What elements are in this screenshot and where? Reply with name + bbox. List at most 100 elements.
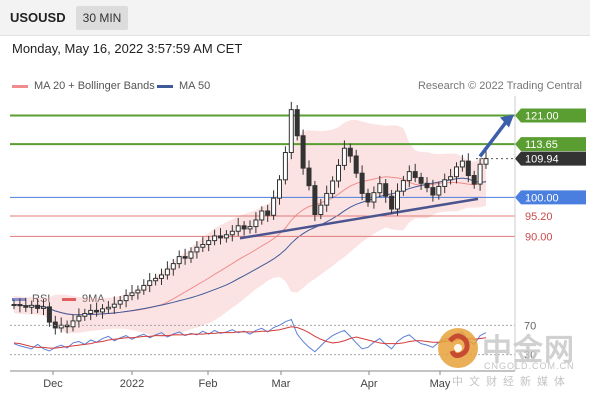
- rsi-series-RSI: [13, 318, 487, 353]
- candle: [76, 308, 82, 328]
- candle: [406, 165, 412, 188]
- research-credit: Research © 2022 Trading Central: [417, 80, 582, 92]
- candle-body: [176, 256, 182, 265]
- candle: [194, 241, 200, 259]
- candle-body: [277, 179, 282, 199]
- candle-body: [17, 304, 23, 307]
- level-label-100.00: 100.00: [525, 192, 559, 204]
- rsi-tick-70: 70: [524, 320, 536, 332]
- candle-body: [353, 155, 359, 174]
- candle: [105, 301, 111, 314]
- candle: [371, 186, 377, 209]
- candle: [412, 163, 418, 183]
- level-tag-bg: [515, 151, 586, 166]
- candle-body: [182, 256, 188, 259]
- candle: [277, 175, 282, 205]
- candle-body: [194, 246, 200, 253]
- candle-body: [135, 289, 141, 294]
- candle: [235, 218, 241, 236]
- candle-body: [35, 304, 41, 309]
- top-bar: USOUSD 30 MIN: [0, 0, 590, 36]
- candle: [212, 229, 218, 246]
- chart-datetime: Monday, May 16, 2022 3:57:59 AM CET: [12, 41, 243, 56]
- candle: [265, 204, 271, 222]
- candle-body: [330, 180, 336, 194]
- watermark-tagline: 中文财经新媒体: [452, 376, 571, 388]
- candle-body: [406, 171, 412, 182]
- candle-body: [170, 263, 176, 270]
- candle-body: [383, 183, 389, 197]
- candle-body: [294, 109, 300, 137]
- candle-body: [141, 284, 147, 291]
- candle: [241, 221, 247, 236]
- candle: [229, 225, 235, 242]
- candle-body: [82, 313, 88, 317]
- candle: [312, 180, 318, 222]
- candle: [341, 140, 347, 171]
- candle: [46, 302, 52, 327]
- candle-body: [241, 225, 247, 230]
- candle-body: [70, 320, 76, 328]
- candle-body: [300, 135, 306, 169]
- candle: [170, 258, 176, 276]
- candle-body: [389, 195, 395, 210]
- level-label-113.65: 113.65: [525, 139, 558, 151]
- candle: [100, 304, 105, 319]
- level-tag-bg: [515, 108, 586, 123]
- candle: [271, 190, 277, 220]
- candle-body: [100, 308, 105, 313]
- watermark: 中金网 CNGOLD.COM.CN 中文财经新媒体: [432, 323, 590, 389]
- candle-body: [218, 235, 223, 239]
- candle-body: [400, 180, 406, 192]
- legend-label-rsi: RSI: [32, 293, 50, 305]
- legend-label-ma50: MA 50: [179, 80, 211, 92]
- candle-body: [324, 192, 330, 206]
- candle-body: [235, 225, 241, 232]
- candle-body: [442, 179, 448, 187]
- candle-body: [412, 171, 418, 178]
- candle-body: [459, 160, 465, 168]
- level-tag-bg: [515, 137, 586, 152]
- watermark-name: 中金网: [482, 334, 575, 367]
- candle: [188, 247, 194, 263]
- candle-body: [418, 176, 424, 184]
- candle: [424, 177, 430, 193]
- candle-body: [247, 226, 253, 230]
- candle: [164, 261, 170, 280]
- candle: [459, 154, 465, 172]
- candle-body: [46, 306, 52, 323]
- candle-body: [229, 230, 235, 236]
- candle-body: [11, 304, 17, 307]
- candle-body: [259, 210, 265, 221]
- uptrend-line: [239, 197, 479, 240]
- candle: [35, 299, 41, 314]
- candle: [88, 304, 94, 321]
- candle: [395, 183, 400, 216]
- candle: [17, 298, 23, 313]
- candle: [253, 212, 259, 234]
- candle-body: [477, 163, 483, 185]
- candle: [70, 314, 76, 332]
- candle: [282, 146, 288, 185]
- candle-body: [206, 240, 212, 246]
- candle-body: [341, 147, 347, 166]
- candle: [153, 273, 159, 286]
- x-tick-label-Dec: Dec: [43, 378, 63, 390]
- candle-body: [395, 190, 400, 210]
- candle-body: [282, 152, 288, 181]
- candle: [377, 175, 383, 198]
- candle: [465, 153, 471, 183]
- timeframe-button[interactable]: 30 MIN: [76, 6, 128, 30]
- candle-body: [265, 210, 271, 216]
- candle: [218, 228, 223, 245]
- watermark-url: CNGOLD.COM.CN: [484, 361, 575, 371]
- symbol-label: USOUSD: [10, 10, 66, 25]
- candle-body: [105, 306, 111, 310]
- projection-arrow: [478, 118, 510, 158]
- rsi-tick-30: 30: [524, 350, 536, 362]
- candle-body: [164, 268, 170, 276]
- legend-rsi: RSI: [12, 293, 50, 305]
- legend-bollinger: MA 20 + Bollinger Bands: [12, 80, 155, 92]
- legend-swatch-bollinger: [12, 84, 28, 88]
- candle: [223, 230, 229, 243]
